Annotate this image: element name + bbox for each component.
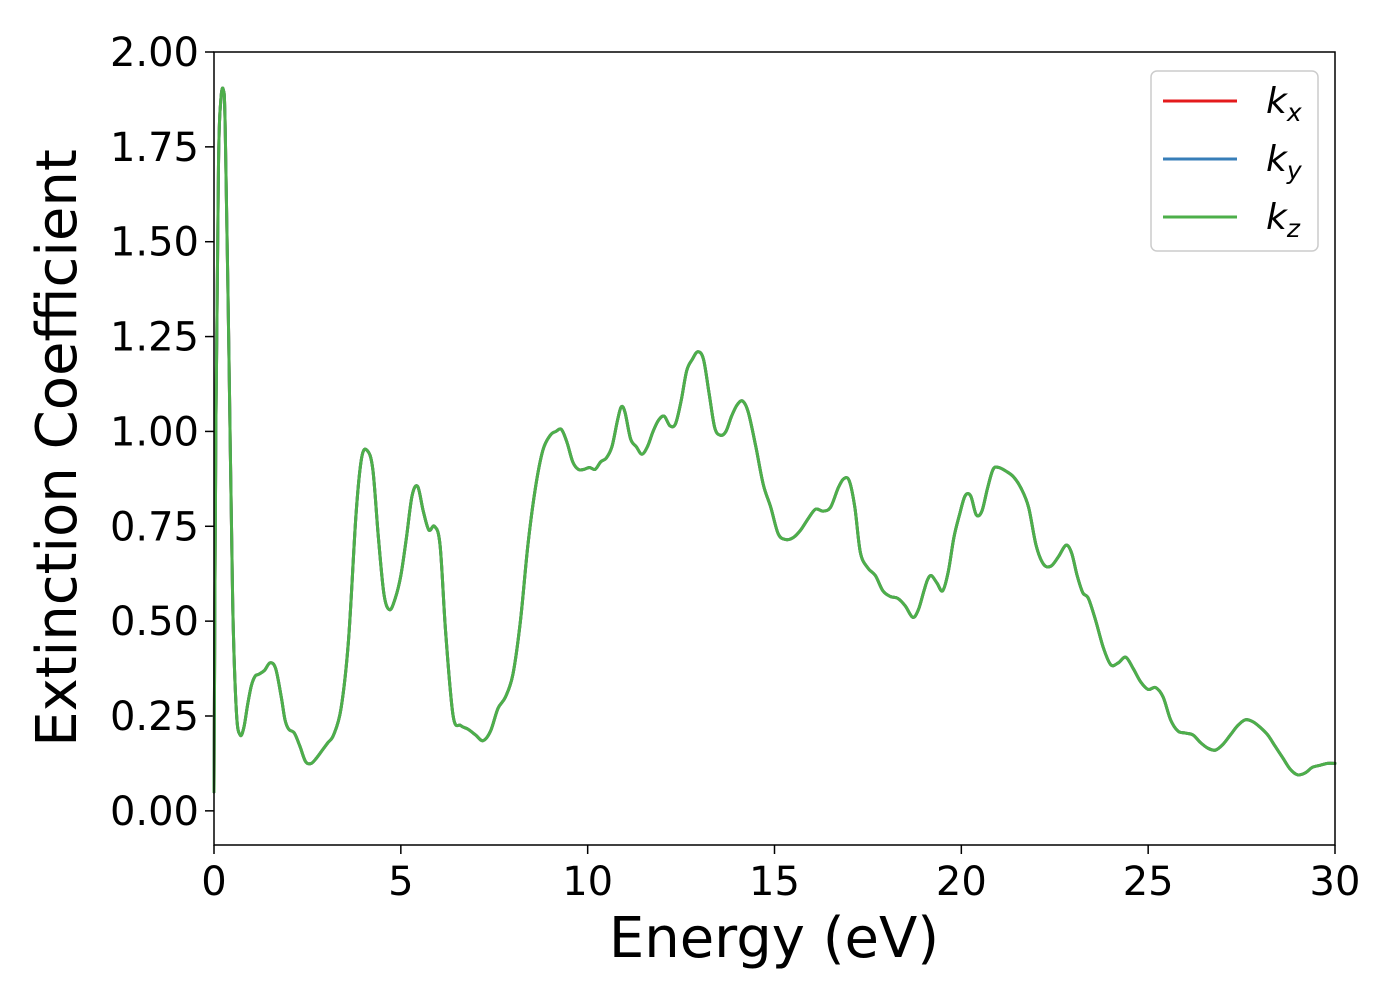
legend-label-main: k bbox=[1266, 139, 1289, 180]
y-tick-label: 1.75 bbox=[110, 125, 199, 171]
legend-label-kx: kx bbox=[1266, 81, 1302, 127]
x-tick-label: 20 bbox=[936, 859, 987, 905]
y-tick-label: 0.75 bbox=[110, 504, 199, 550]
legend-label-subscript: z bbox=[1286, 214, 1301, 243]
y-tick-label: 2.00 bbox=[110, 30, 199, 76]
series-lines bbox=[212, 86, 1337, 794]
plot-frame bbox=[213, 51, 1336, 846]
legend-label-subscript: y bbox=[1286, 156, 1303, 185]
y-tick-label: 0.25 bbox=[110, 694, 199, 740]
y-axis-ticks: 0.00 0.25 0.50 0.75 1.00 1.25 1.50 1.75 2.00 bbox=[110, 30, 214, 835]
y-axis-label: Extinction Coefficient bbox=[25, 149, 90, 747]
y-tick-label: 1.25 bbox=[110, 315, 199, 361]
legend-label-main: k bbox=[1266, 81, 1289, 122]
y-tick-label: 0.50 bbox=[110, 599, 199, 645]
x-tick-label: 15 bbox=[749, 859, 800, 905]
legend-label-subscript: x bbox=[1286, 98, 1302, 127]
x-axis-ticks: 0 5 10 15 20 25 30 bbox=[201, 845, 1360, 905]
legend-box bbox=[1150, 70, 1319, 252]
x-axis-label: Energy (eV) bbox=[609, 906, 939, 971]
x-tick-label: 5 bbox=[388, 859, 413, 905]
legend-label-kz: kz bbox=[1266, 197, 1301, 243]
y-tick-label: 1.50 bbox=[110, 220, 199, 266]
y-tick-label: 0.00 bbox=[110, 789, 199, 835]
x-tick-label: 10 bbox=[562, 859, 613, 905]
legend-label-ky: ky bbox=[1266, 139, 1303, 185]
x-tick-label: 0 bbox=[201, 859, 226, 905]
y-tick-label: 1.00 bbox=[110, 409, 199, 455]
x-tick-label: 25 bbox=[1123, 859, 1174, 905]
x-tick-label: 30 bbox=[1310, 859, 1361, 905]
legend-label-main: k bbox=[1266, 197, 1289, 238]
series-line-kz bbox=[212, 86, 1337, 794]
